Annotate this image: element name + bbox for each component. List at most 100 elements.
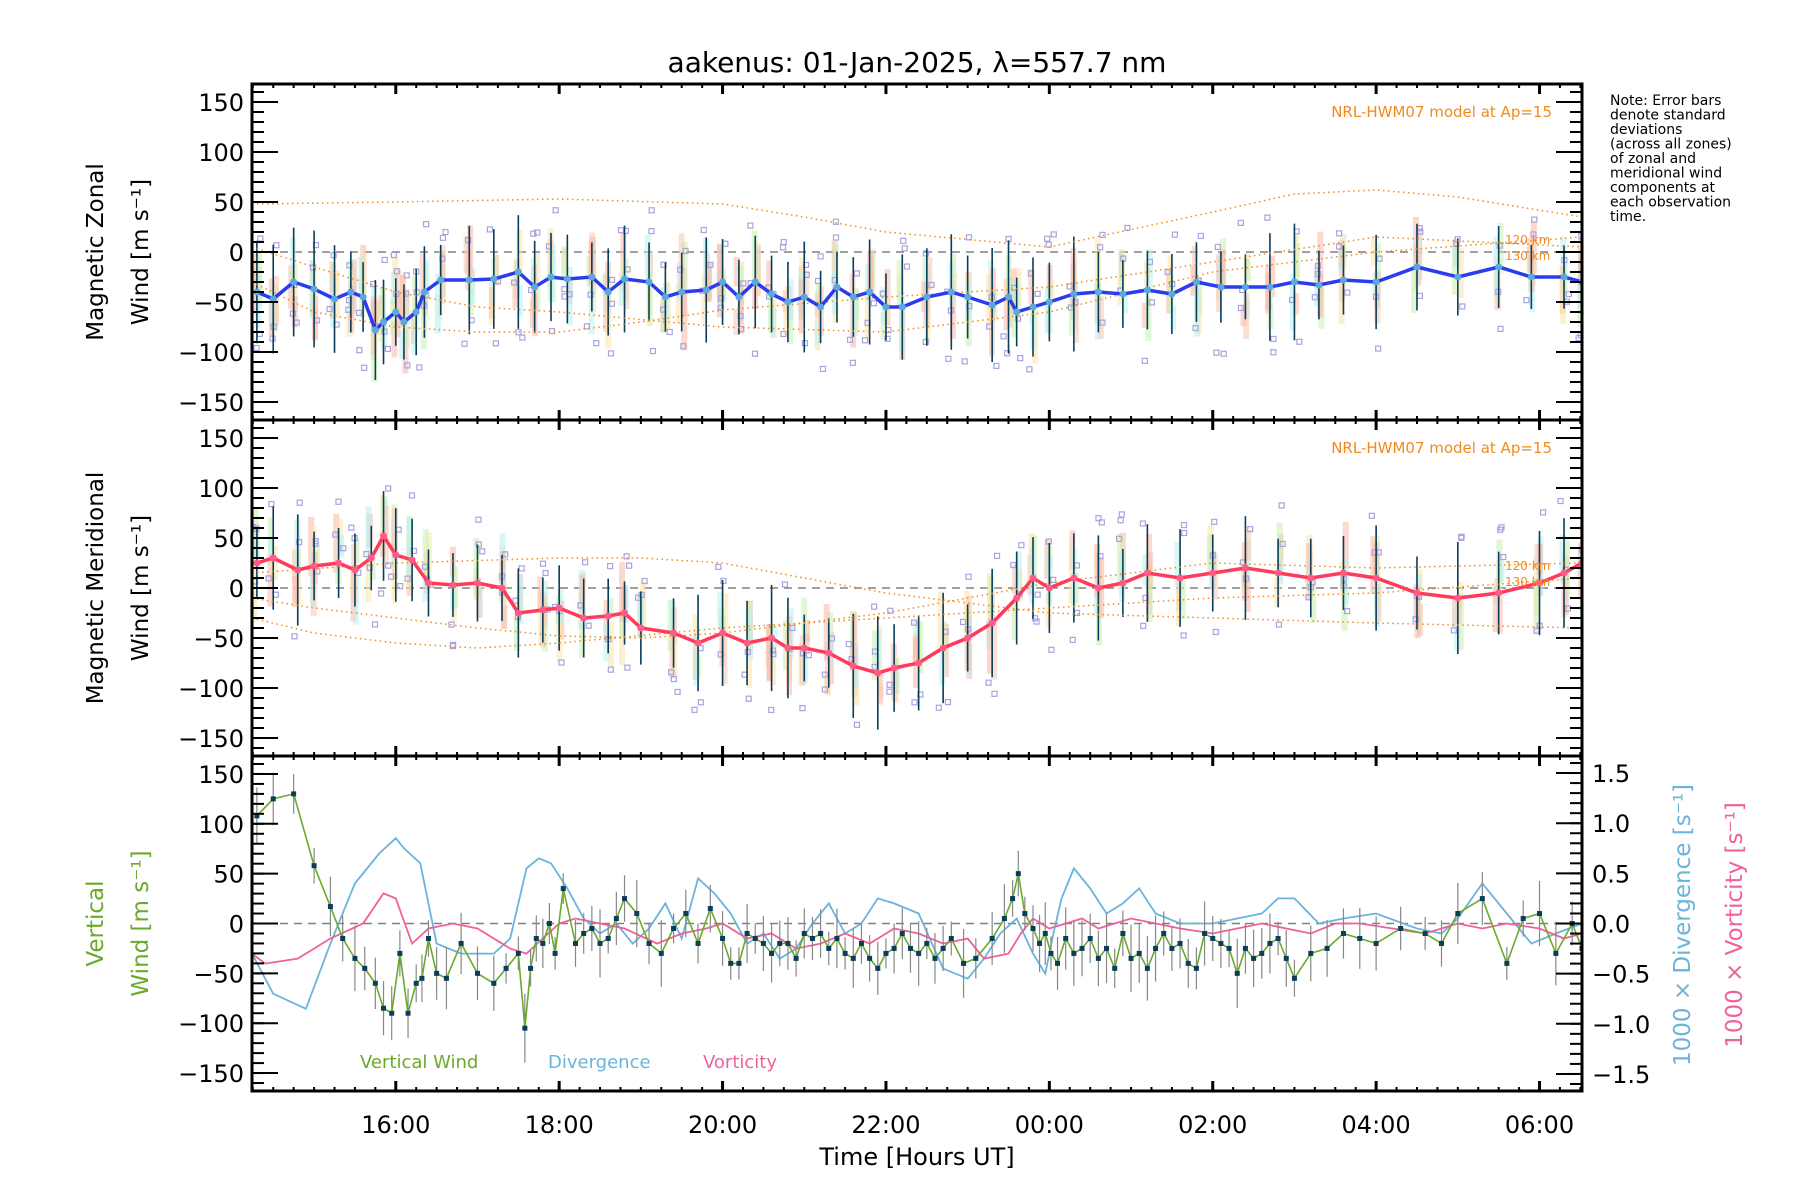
vertical-wind-point — [1048, 950, 1054, 956]
zone-band — [803, 270, 810, 297]
zone-band — [1578, 237, 1582, 272]
mean-point — [661, 293, 669, 301]
zone-band — [851, 292, 858, 337]
vertical-wind-point — [658, 950, 664, 956]
zone-band — [766, 260, 773, 292]
vertical-wind-point — [605, 935, 611, 941]
y-tick-label: −100 — [178, 675, 244, 703]
zone-band — [733, 256, 740, 287]
mean-point — [588, 273, 596, 281]
zone-band — [1028, 269, 1035, 305]
zone-band — [814, 321, 821, 345]
y-tick-label: 150 — [198, 425, 244, 453]
scatter-point — [442, 228, 449, 236]
vertical-wind-point — [1504, 960, 1510, 966]
vertical-wind-point — [291, 791, 297, 797]
zone-band — [475, 582, 482, 619]
scatter-point — [1192, 324, 1199, 332]
scatter-point — [903, 263, 911, 270]
zone-band — [566, 266, 573, 326]
zone-band — [389, 299, 396, 335]
scatter-point — [587, 291, 594, 298]
scatter-point — [1197, 232, 1204, 240]
mean-point — [1013, 308, 1021, 316]
vertical-wind-point — [1095, 955, 1101, 961]
vertical-wind-point — [1087, 935, 1093, 941]
model-km-label: 130 km — [1505, 575, 1550, 589]
scatter-point — [1180, 521, 1188, 529]
mean-point — [849, 293, 857, 301]
model-km-label: 120 km — [1505, 559, 1550, 573]
scatter-point — [799, 705, 806, 712]
vertical-wind-point — [613, 916, 619, 922]
legend-vorticity: Vorticity — [703, 1052, 777, 1073]
scatter-point — [519, 334, 526, 341]
meridional-wind-panel: NRL-HWM07 model at Ap=15 120 km 130 km −150… — [83, 418, 1584, 758]
vertical-wind-point — [826, 945, 832, 951]
zone-band — [268, 535, 275, 561]
scatter-point — [1539, 509, 1547, 516]
scatter-point — [1497, 325, 1504, 333]
scatter-point — [1450, 627, 1458, 634]
mean-point — [424, 579, 432, 587]
vertical-wind-point — [891, 945, 897, 951]
scatter-point — [390, 251, 397, 259]
mean-point — [380, 318, 388, 326]
scatter-point — [1180, 632, 1187, 639]
mean-point — [964, 293, 972, 301]
zone-band — [644, 234, 651, 282]
scatter-point — [548, 327, 556, 335]
zone-band — [1411, 265, 1418, 313]
scatter-point — [479, 548, 486, 555]
scatter-point — [901, 245, 908, 252]
zone-band — [473, 538, 480, 596]
scatter-point — [296, 539, 303, 546]
vertical-wind-point — [405, 1010, 411, 1016]
mean-point — [800, 293, 808, 301]
scatter-point — [1270, 349, 1277, 356]
scatter-point — [291, 633, 298, 640]
scatter-point — [296, 499, 303, 506]
mean-point — [604, 612, 612, 620]
vertical-wind-point — [899, 930, 905, 936]
scatter-point — [817, 253, 824, 260]
right-axis-label-vorticity: 1000 × Vorticity [s⁻¹] — [1722, 802, 1748, 1048]
scatter-point — [1164, 268, 1171, 276]
scatter-point — [253, 344, 260, 352]
mean-point — [580, 614, 588, 622]
scatter-point — [561, 286, 568, 293]
scatter-point — [356, 347, 363, 354]
zone-band — [499, 551, 506, 583]
vertical-wind-point — [1193, 965, 1199, 971]
scatter-point — [397, 582, 404, 590]
scatter-point — [993, 362, 1000, 370]
mean-point — [392, 308, 400, 316]
scatter-point — [900, 237, 907, 244]
scatter-point — [539, 560, 547, 567]
scatter-point — [1212, 628, 1219, 636]
scatter-point — [1044, 235, 1051, 242]
vertical-wind-point — [533, 935, 539, 941]
vertical-wind-point — [1308, 950, 1314, 956]
mean-point — [988, 619, 996, 627]
vertical-wind-point — [1169, 945, 1175, 951]
vertical-wind-point — [834, 935, 840, 941]
zone-band — [1169, 304, 1176, 331]
mean-point — [719, 629, 727, 637]
vertical-wind-point — [793, 955, 799, 961]
zone-band — [365, 506, 372, 561]
model-curve — [252, 189, 1582, 248]
zone-band — [717, 244, 724, 303]
mean-point — [1217, 283, 1225, 291]
zone-band — [681, 241, 688, 295]
scatter-point — [1017, 354, 1024, 362]
zone-band — [1317, 273, 1324, 318]
scatter-point — [715, 563, 722, 570]
scatter-point — [779, 244, 787, 251]
model-km-label: 120 km — [1505, 233, 1550, 247]
zone-band — [379, 287, 386, 333]
zone-band — [965, 595, 972, 637]
mean-point — [743, 639, 751, 647]
mean-point — [694, 639, 702, 647]
